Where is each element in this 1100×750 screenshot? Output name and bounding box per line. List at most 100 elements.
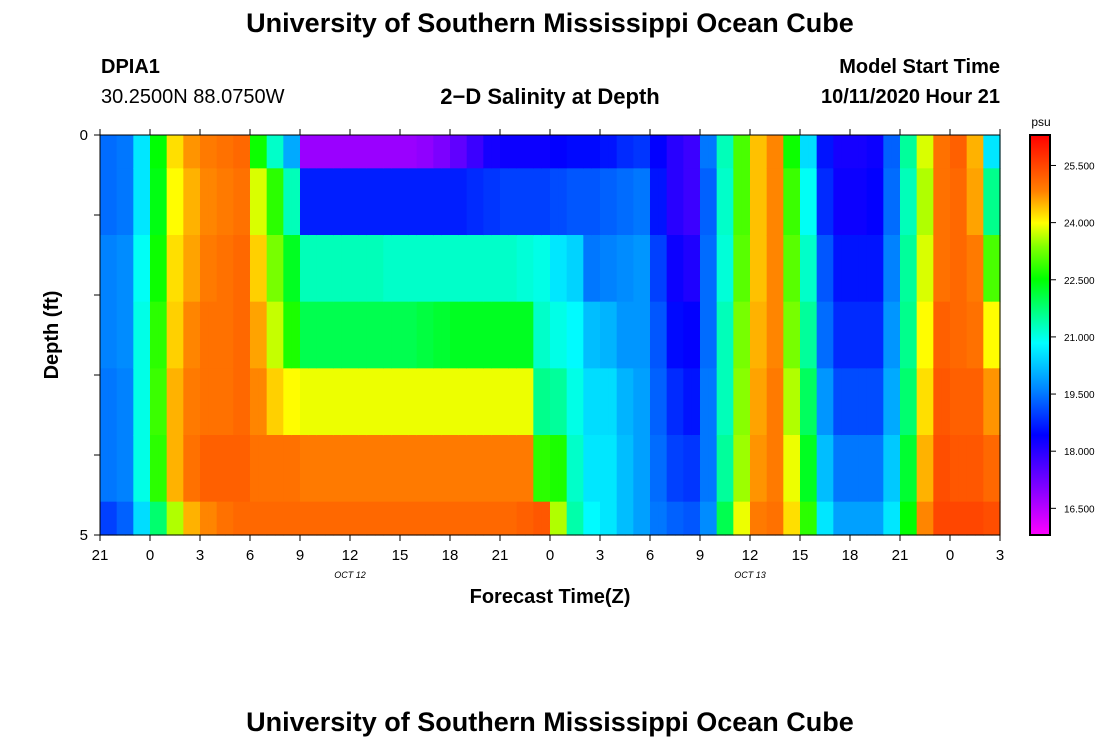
heatmap-cell [908,301,918,369]
heatmap-cell [491,135,501,169]
heatmap-cell [508,135,518,169]
heatmap-cell [116,501,126,536]
heatmap-cell [933,501,943,536]
heatmap-cell [941,501,951,536]
heatmap-cell [366,435,376,503]
heatmap-cell [825,501,834,536]
heatmap-cell [775,135,784,169]
heatmap-cell [375,301,384,369]
heatmap-cell [875,135,884,169]
heatmap-cell [550,135,559,169]
heatmap-cell [208,168,218,236]
heatmap-cell [250,235,259,303]
heatmap-cell [425,435,434,503]
heatmap-cell [433,235,443,303]
heatmap-cell [608,235,618,303]
heatmap-cell [591,501,601,536]
heatmap-cell [975,168,984,236]
heatmap-cell [908,135,918,169]
heatmap-cell [883,368,893,436]
heatmap-cell [441,435,451,503]
heatmap-cell [816,135,826,169]
heatmap-cell [391,235,401,303]
heatmap-cell [950,501,959,536]
x-tick-label: 21 [892,547,909,564]
colorbar-tick-label: 25.500 [1064,161,1095,172]
heatmap-cell [158,435,168,503]
heatmap-cell [575,301,584,369]
heatmap-cell [425,235,434,303]
heatmap-cell [666,301,676,369]
x-tick-label: 9 [696,547,704,564]
heatmap-cell [716,135,726,169]
heatmap-cell [891,301,901,369]
heatmap-cell [275,501,284,536]
heatmap-cell [675,435,684,503]
heatmap-cell [966,235,976,303]
heatmap-cell [208,501,218,536]
heatmap-cell [333,301,343,369]
heatmap-cell [150,501,159,536]
heatmap-cell [241,368,251,436]
heatmap-cell [391,368,401,436]
heatmap-cell [983,301,993,369]
heatmap-cell [708,235,718,303]
heatmap-cell [241,501,251,536]
heatmap-cell [191,235,201,303]
heatmap-cell [500,135,509,169]
heatmap-cell [100,301,109,369]
heatmap-cell [941,301,951,369]
heatmap-cell [150,301,159,369]
heatmap-cell [266,235,276,303]
x-tick-label: 21 [492,547,509,564]
heatmap-cell [658,135,668,169]
heatmap-cell [725,301,734,369]
heatmap-cell [416,235,426,303]
heatmap-cell [883,135,893,169]
heatmap-cell [725,168,734,236]
x-axis-label: Forecast Time(Z) [470,586,631,608]
heatmap-cell [466,435,476,503]
heatmap-cell [125,368,134,436]
heatmap-cell [600,435,609,503]
heatmap-cell [558,368,568,436]
heatmap-cell [483,135,493,169]
heatmap-cell [841,135,851,169]
heatmap-cell [300,135,309,169]
heatmap-cell [358,368,368,436]
heatmap-cell [891,368,901,436]
heatmap-cell [616,301,626,369]
heatmap-cell [175,135,184,169]
heatmap-cell [541,368,551,436]
heatmap-cell [216,301,226,369]
heatmap-cell [883,301,893,369]
heatmap-cell [133,135,143,169]
heatmap-cell [958,168,968,236]
heatmap-cell [558,235,568,303]
heatmap-cell [816,368,826,436]
heatmap-cell [408,301,418,369]
heatmap-cell [766,368,776,436]
page-title: University of Southern Mississippi Ocean… [246,8,854,38]
y-tick-label: 5 [80,527,88,544]
colorbar-tick-label: 24.000 [1064,219,1095,230]
heatmap-cell [333,135,343,169]
x-tick-label: 0 [146,547,154,564]
heatmap-cell [333,501,343,536]
heatmap-cell [800,501,809,536]
heatmap-cell [750,135,759,169]
heatmap-cell [758,501,768,536]
heatmap-cell [125,435,134,503]
colorbar-tick-label: 19.500 [1064,390,1095,401]
heatmap-cell [683,135,693,169]
heatmap-cell [991,368,1001,436]
heatmap-cell [183,435,193,503]
heatmap-cell [683,235,693,303]
heatmap-cell [833,168,843,236]
heatmap-cell [341,168,351,236]
y-axis-label: Depth (ft) [41,291,63,380]
heatmap-cell [575,368,584,436]
heatmap-cell [616,235,626,303]
x-tick-label: 15 [392,547,409,564]
heatmap-cell [866,435,876,503]
